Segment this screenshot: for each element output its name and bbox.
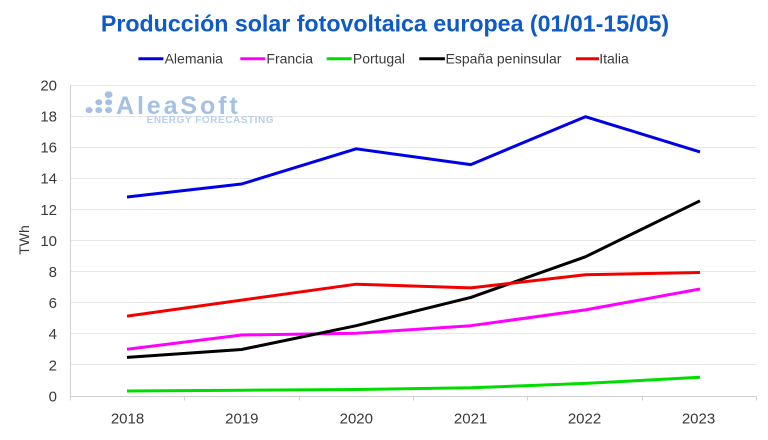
svg-text:20: 20 (40, 77, 57, 94)
svg-text:2020: 2020 (340, 411, 373, 428)
svg-text:Francia: Francia (266, 51, 313, 67)
svg-text:2021: 2021 (454, 411, 487, 428)
svg-text:Producción solar fotovoltaica: Producción solar fotovoltaica europea (0… (101, 11, 669, 37)
svg-text:14: 14 (40, 171, 57, 188)
svg-text:ENERGY FORECASTING: ENERGY FORECASTING (147, 115, 275, 126)
svg-text:Portugal: Portugal (353, 51, 405, 67)
svg-text:TWh: TWh (16, 225, 32, 255)
svg-text:18: 18 (40, 109, 57, 126)
svg-text:12: 12 (40, 202, 57, 219)
svg-text:0: 0 (49, 388, 57, 405)
svg-text:8: 8 (49, 264, 57, 281)
svg-text:Alemania: Alemania (165, 51, 224, 67)
svg-text:10: 10 (40, 233, 57, 250)
svg-text:6: 6 (49, 295, 57, 312)
svg-text:2: 2 (49, 357, 57, 374)
svg-text:España peninsular: España peninsular (446, 51, 562, 67)
svg-text:2018: 2018 (111, 411, 144, 428)
svg-text:2023: 2023 (682, 411, 715, 428)
svg-text:16: 16 (40, 140, 57, 157)
svg-text:2019: 2019 (225, 411, 258, 428)
svg-text:AleaSoft: AleaSoft (116, 92, 241, 120)
svg-text:4: 4 (49, 326, 57, 343)
svg-text:Italia: Italia (599, 51, 629, 67)
svg-text:2022: 2022 (568, 411, 601, 428)
